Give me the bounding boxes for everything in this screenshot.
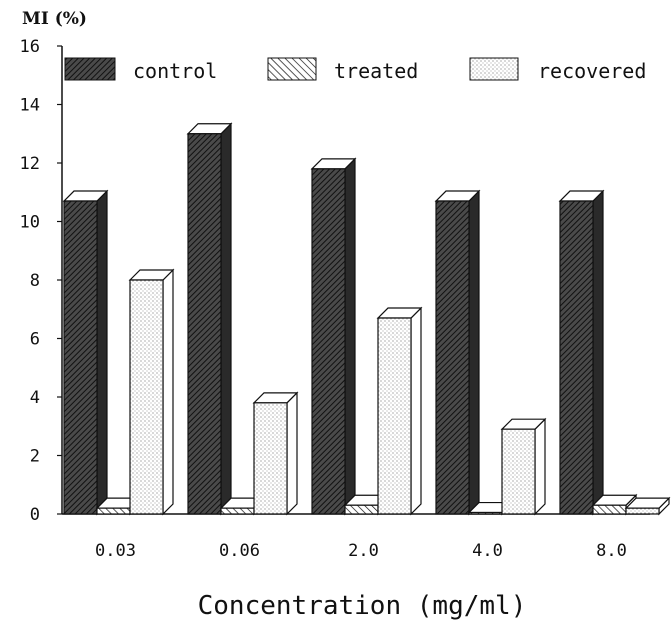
bar-front	[311, 168, 346, 515]
y-tick-labels: 0 2 4 6 8 10 12 14 16	[20, 37, 62, 525]
y-tick-label: 4	[30, 388, 40, 408]
bar-side	[96, 189, 108, 516]
bar-front	[63, 200, 98, 515]
legend-label-treated: treated	[334, 59, 418, 83]
y-tick-label: 8	[30, 271, 40, 291]
bar-front	[187, 133, 222, 515]
legend-swatch-treated	[267, 57, 317, 81]
y-axis-title: MI (%)	[22, 9, 87, 29]
y-tick-label: 0	[30, 505, 40, 525]
y-tick-label: 6	[30, 330, 40, 350]
bar-side	[286, 391, 298, 516]
bar-front	[220, 507, 255, 515]
legend-item-recovered: recovered	[469, 57, 646, 83]
bar-side	[468, 189, 480, 516]
y-tick-label: 12	[20, 154, 40, 174]
bar-front	[129, 279, 164, 515]
bar-control-4.0	[434, 189, 481, 516]
bar-control-2.0	[310, 157, 357, 516]
bar-side	[220, 122, 232, 516]
bar-control-8.0	[558, 189, 605, 516]
legend-swatch-recovered	[469, 57, 519, 81]
legend-item-treated: treated	[267, 57, 418, 83]
legend-item-control: control	[64, 57, 217, 83]
y-tick-label: 10	[20, 213, 40, 233]
bar-front	[344, 504, 379, 515]
bar-front	[592, 504, 627, 515]
bar-side	[410, 306, 422, 516]
x-tick-label: 0.06	[219, 541, 260, 561]
bar-side	[344, 157, 356, 516]
bar-recovered-2.0	[376, 306, 423, 516]
bar-recovered-0.06	[252, 391, 299, 516]
legend-label-recovered: recovered	[538, 59, 646, 83]
bar-side	[534, 417, 546, 516]
bar-control-0.03	[62, 189, 109, 516]
bar-front	[253, 402, 288, 515]
bar-front	[96, 507, 131, 515]
bars	[62, 122, 671, 516]
legend: control treated recovered	[64, 57, 646, 83]
x-tick-labels: 0.03 0.06 2.0 4.0 8.0	[95, 541, 627, 561]
bar-front	[559, 200, 594, 515]
bar-front	[625, 507, 660, 515]
x-tick-label: 2.0	[348, 541, 379, 561]
bar-front	[501, 428, 536, 515]
legend-label-control: control	[133, 59, 217, 83]
x-tick-label: 0.03	[95, 541, 136, 561]
bar-side	[162, 268, 174, 516]
legend-swatch-control	[64, 57, 116, 81]
bar-side	[592, 189, 604, 516]
x-tick-label: 8.0	[596, 541, 627, 561]
bar-front	[377, 317, 412, 515]
y-tick-label: 14	[20, 96, 40, 116]
bar-recovered-8.0	[624, 496, 671, 516]
bar-front	[435, 200, 470, 515]
x-tick-label: 4.0	[472, 541, 503, 561]
y-tick-label: 16	[20, 37, 40, 57]
x-axis-title: Concentration (mg/ml)	[198, 591, 527, 621]
bar-front	[468, 511, 503, 515]
y-tick-label: 2	[30, 447, 40, 467]
bar-recovered-0.03	[128, 268, 175, 516]
bar-recovered-4.0	[500, 417, 547, 516]
bar-control-0.06	[186, 122, 233, 516]
